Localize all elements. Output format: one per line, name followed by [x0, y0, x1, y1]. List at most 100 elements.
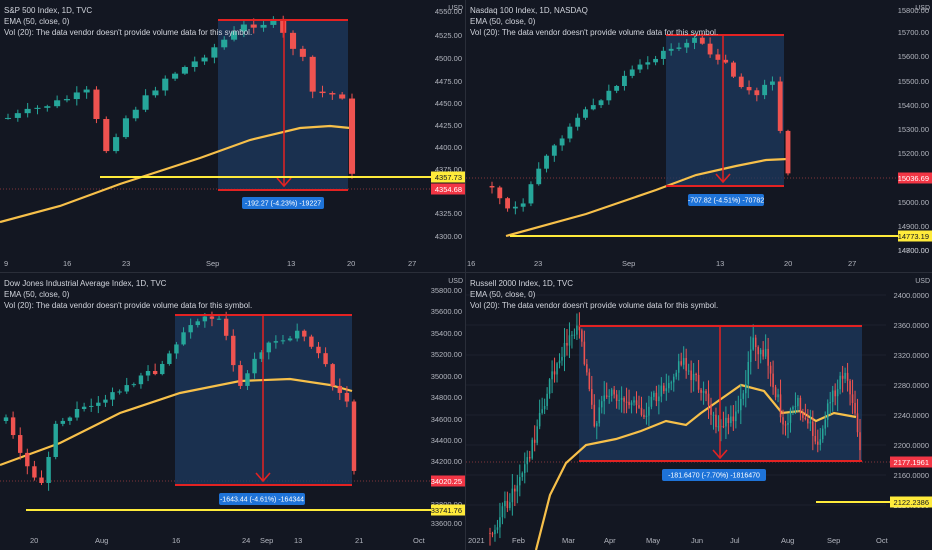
- vertical-pane-divider[interactable]: [465, 0, 466, 550]
- spx-legend-volume: Vol (20): The data vendor doesn't provid…: [4, 28, 253, 37]
- spx-candle: [221, 39, 228, 48]
- dji-candle: [10, 417, 16, 436]
- spx-candle: [172, 73, 179, 79]
- dji-legend-volume: Vol (20): The data vendor doesn't provid…: [4, 301, 253, 310]
- spx-candle: [319, 91, 326, 94]
- rut-candle: [812, 421, 814, 436]
- rut-chart-canvas[interactable]: -181.6470 (-7.70%) -1816470 USD 2400.0000 2…: [466, 273, 932, 550]
- rut-candle: [561, 356, 563, 361]
- ndx-candle: [559, 138, 565, 146]
- rut-price-tag-box: [890, 456, 932, 468]
- rut-candle: [677, 361, 680, 373]
- ndx-candle: [645, 62, 651, 65]
- dji-time-tick: 20: [30, 536, 38, 545]
- dji-legend-ema[interactable]: EMA (50, close, 0): [4, 290, 70, 299]
- dji-candle: [74, 409, 80, 418]
- rut-candle: [538, 412, 541, 427]
- ndx-candle: [715, 54, 721, 60]
- ndx-candle: [707, 43, 713, 55]
- spx-ema-line: [0, 124, 351, 224]
- spx-measure-area: [218, 20, 348, 190]
- ndx-candle: [676, 47, 682, 49]
- spx-candle: [83, 89, 90, 93]
- spx-candle: [44, 106, 51, 108]
- dji-price-tick: 35600.00: [431, 307, 462, 316]
- rut-candle: [715, 414, 717, 427]
- spx-measure-label: -192.27 (-4.23%) -19227: [245, 201, 321, 208]
- dji-candle: [131, 384, 137, 386]
- ndx-currency-label: USD: [915, 5, 930, 12]
- dji-price-tick: 34400.00: [431, 436, 462, 445]
- spx-chart-panel[interactable]: -192.27 (-4.23%) -19227 USD 4550.00 4525.00…: [0, 0, 465, 272]
- dji-candle: [89, 405, 94, 407]
- dji-candle: [60, 420, 66, 424]
- rut-candle: [499, 517, 501, 528]
- dji-chart-panel[interactable]: -1643.44 (-4.61%) -164344 USD 35800.00 3560…: [0, 273, 465, 550]
- spx-price-tick: 4500.00: [435, 54, 462, 63]
- spx-price-tick: 4475.00: [435, 77, 462, 86]
- rut-candle: [531, 439, 533, 459]
- rut-price-tag-box: [890, 496, 932, 508]
- ndx-legend-ema[interactable]: EMA (50, close, 0): [470, 17, 536, 26]
- rut-candle: [722, 426, 725, 428]
- rut-candle: [648, 406, 650, 416]
- rut-legend-title[interactable]: Russell 2000 Index, 1D, TVC: [470, 279, 574, 288]
- rut-candle: [752, 337, 754, 350]
- rut-candle: [799, 397, 802, 413]
- rut-candle: [558, 360, 561, 364]
- dji-candle: [245, 373, 250, 386]
- ndx-candle: [723, 59, 729, 63]
- rut-candle: [802, 412, 804, 418]
- dji-legend-title[interactable]: Dow Jones Industrial Average Index, 1D, …: [4, 279, 167, 288]
- ndx-candle: [684, 42, 690, 48]
- rut-candle: [680, 361, 682, 365]
- rut-candle: [645, 415, 648, 417]
- dji-candle: [252, 358, 257, 374]
- dji-candle: [216, 318, 222, 320]
- spx-candle: [250, 24, 257, 28]
- rut-candle: [668, 383, 670, 389]
- dji-candle: [259, 352, 264, 359]
- rut-legend-ema[interactable]: EMA (50, close, 0): [470, 290, 536, 299]
- dji-time-tick: 21: [355, 536, 363, 545]
- rut-candle: [717, 426, 720, 428]
- spx-legend-ema[interactable]: EMA (50, close, 0): [4, 17, 70, 26]
- rut-candle: [628, 401, 630, 406]
- dji-candle: [81, 406, 87, 410]
- dji-time-tick: 16: [172, 536, 180, 545]
- rut-candle: [608, 395, 610, 397]
- spx-time-tick: 27: [408, 259, 416, 268]
- rut-candle: [737, 410, 740, 412]
- rut-candle: [779, 394, 782, 418]
- dji-time-tick: 24: [242, 536, 250, 545]
- ndx-chart-panel[interactable]: -707.82 (-4.51%) -70782 USD 15800.00 15700.…: [466, 0, 932, 272]
- rut-candle: [824, 419, 827, 429]
- horizontal-pane-divider[interactable]: [0, 272, 932, 273]
- rut-candle: [821, 428, 824, 440]
- dji-candle: [188, 325, 193, 333]
- dji-time-tick: Aug: [95, 536, 108, 545]
- rut-candle: [774, 387, 777, 398]
- rut-time-tick: Mar: [562, 536, 575, 545]
- ndx-candle: [512, 206, 518, 209]
- spx-price-tick: 4425.00: [435, 121, 462, 130]
- rut-chart-panel[interactable]: -181.6470 (-7.70%) -1816470 USD 2400.0000 2…: [466, 273, 932, 550]
- dji-candle: [110, 392, 115, 400]
- rut-candle: [526, 457, 529, 465]
- dji-price-tick: 35200.00: [431, 350, 462, 359]
- rut-candle: [740, 398, 742, 411]
- rut-candle: [623, 397, 625, 402]
- spx-legend-title[interactable]: S&P 500 Index, 1D, TVC: [4, 6, 93, 15]
- rut-candle: [650, 396, 653, 407]
- rut-candle: [566, 342, 568, 346]
- ndx-legend-title[interactable]: Nasdaq 100 Index, 1D, NASDAQ: [470, 6, 588, 15]
- rut-candle: [772, 373, 774, 388]
- rut-candle: [841, 375, 844, 379]
- dji-candle: [167, 353, 172, 364]
- ndx-candle: [583, 109, 588, 118]
- rut-candle: [762, 349, 764, 357]
- rut-candle: [541, 409, 543, 413]
